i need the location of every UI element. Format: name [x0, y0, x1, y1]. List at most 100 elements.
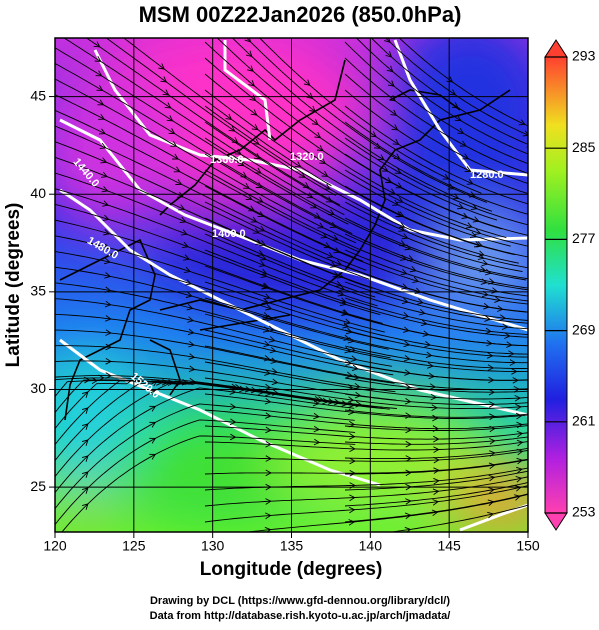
streamline-arrow	[402, 326, 410, 333]
streamline-arrow	[182, 241, 189, 249]
streamline-arrow	[370, 131, 377, 138]
streamline-arrow	[466, 178, 474, 185]
streamline	[344, 345, 528, 369]
streamline-arrow	[168, 128, 176, 135]
streamline	[55, 62, 353, 235]
streamline-arrow	[320, 232, 328, 239]
streamline-arrow	[258, 225, 266, 232]
streamline-arrow	[81, 503, 89, 510]
streamline-arrow	[225, 113, 233, 120]
streamline	[204, 441, 528, 451]
streamline-arrow	[98, 128, 106, 135]
streamline-arrow	[430, 393, 438, 401]
streamline-arrow	[343, 334, 351, 341]
streamline	[259, 38, 482, 194]
streamline-arrow	[494, 296, 501, 303]
streamline-arrow	[254, 167, 262, 174]
streamline-arrow	[97, 99, 105, 106]
streamline-arrow	[397, 211, 405, 218]
streamline-arrow	[271, 368, 278, 375]
streamline-arrow	[265, 455, 272, 462]
streamline	[55, 156, 373, 289]
streamline-arrow	[93, 27, 99, 32]
streamline-arrow	[344, 346, 352, 354]
streamline	[55, 360, 397, 401]
streamline	[344, 281, 528, 324]
streamline-arrow	[175, 179, 183, 185]
streamline-arrow	[83, 376, 91, 384]
streamline-arrow	[255, 182, 263, 189]
field	[55, 27, 540, 532]
streamline	[204, 73, 511, 247]
streamline-arrow	[516, 430, 524, 438]
streamline	[345, 459, 528, 475]
streamline-arrow	[158, 63, 165, 70]
streamline-arrow	[101, 186, 109, 193]
streamline-arrow	[348, 506, 356, 514]
streamline-arrow	[323, 242, 331, 249]
streamline-arrow	[350, 355, 358, 362]
streamline-arrow	[103, 229, 111, 236]
streamline-arrow	[477, 250, 485, 257]
streamline-arrow	[518, 119, 526, 126]
streamline-arrow	[386, 65, 394, 73]
streamline-arrow	[309, 105, 316, 113]
contour-label: 1320.0	[290, 151, 324, 163]
streamline-arrow	[100, 157, 108, 164]
streamline-arrow	[185, 291, 193, 298]
streamline-arrow	[454, 115, 462, 122]
streamline-arrow	[404, 398, 412, 405]
streamline	[204, 137, 527, 281]
streamline-arrow	[345, 327, 353, 335]
streamline-arrow	[389, 95, 396, 102]
streamline-arrow	[485, 327, 492, 335]
streamline-arrow	[398, 222, 406, 229]
streamline	[55, 380, 364, 446]
streamline-arrow	[252, 227, 260, 234]
streamline-arrow	[263, 355, 271, 362]
streamline-arrow	[160, 76, 168, 83]
streamline-arrow	[534, 164, 540, 169]
streamline	[216, 38, 498, 221]
streamline-arrow	[260, 268, 268, 276]
streamline-arrow	[514, 394, 522, 402]
streamline	[55, 313, 394, 376]
streamline	[344, 185, 528, 258]
streamline-arrow	[488, 401, 496, 408]
streamline	[344, 377, 528, 393]
streamline-arrow	[264, 369, 271, 376]
streamline	[246, 38, 488, 203]
streamline	[55, 282, 391, 359]
streamline-arrow	[507, 350, 515, 357]
colorbar: 253 261 269 277 285 293	[544, 39, 596, 531]
streamline-arrow	[487, 499, 495, 506]
streamline	[55, 387, 355, 494]
streamline-arrow	[504, 332, 511, 339]
streamline	[344, 73, 528, 184]
x-axis-label: Longitude (degrees)	[200, 559, 383, 580]
streamline	[388, 504, 528, 532]
streamline-arrow	[355, 400, 363, 408]
streamline-arrow	[522, 130, 528, 137]
streamline-arrow	[322, 397, 329, 405]
streamline-arrow	[481, 259, 489, 267]
streamline-arrow	[268, 336, 276, 343]
streamline-arrow	[515, 403, 522, 411]
grid	[55, 38, 528, 532]
streamline	[204, 409, 528, 430]
streamline-arrow	[319, 157, 327, 165]
streamline-arrow	[474, 228, 482, 236]
streamline-arrow	[261, 297, 269, 304]
streamline-arrow	[488, 462, 496, 469]
x-tick-label: 120	[43, 538, 67, 554]
colorbar-tick-label: 285	[572, 139, 596, 155]
streamline	[55, 403, 355, 510]
streamline-arrow	[105, 315, 112, 322]
streamline-arrow	[96, 84, 104, 91]
streamline	[344, 57, 528, 174]
streamlines	[55, 27, 540, 532]
streamline-arrow	[185, 279, 192, 286]
streamline-arrow	[488, 388, 496, 396]
streamline-arrow	[336, 272, 344, 279]
streamline-arrow	[256, 196, 264, 203]
